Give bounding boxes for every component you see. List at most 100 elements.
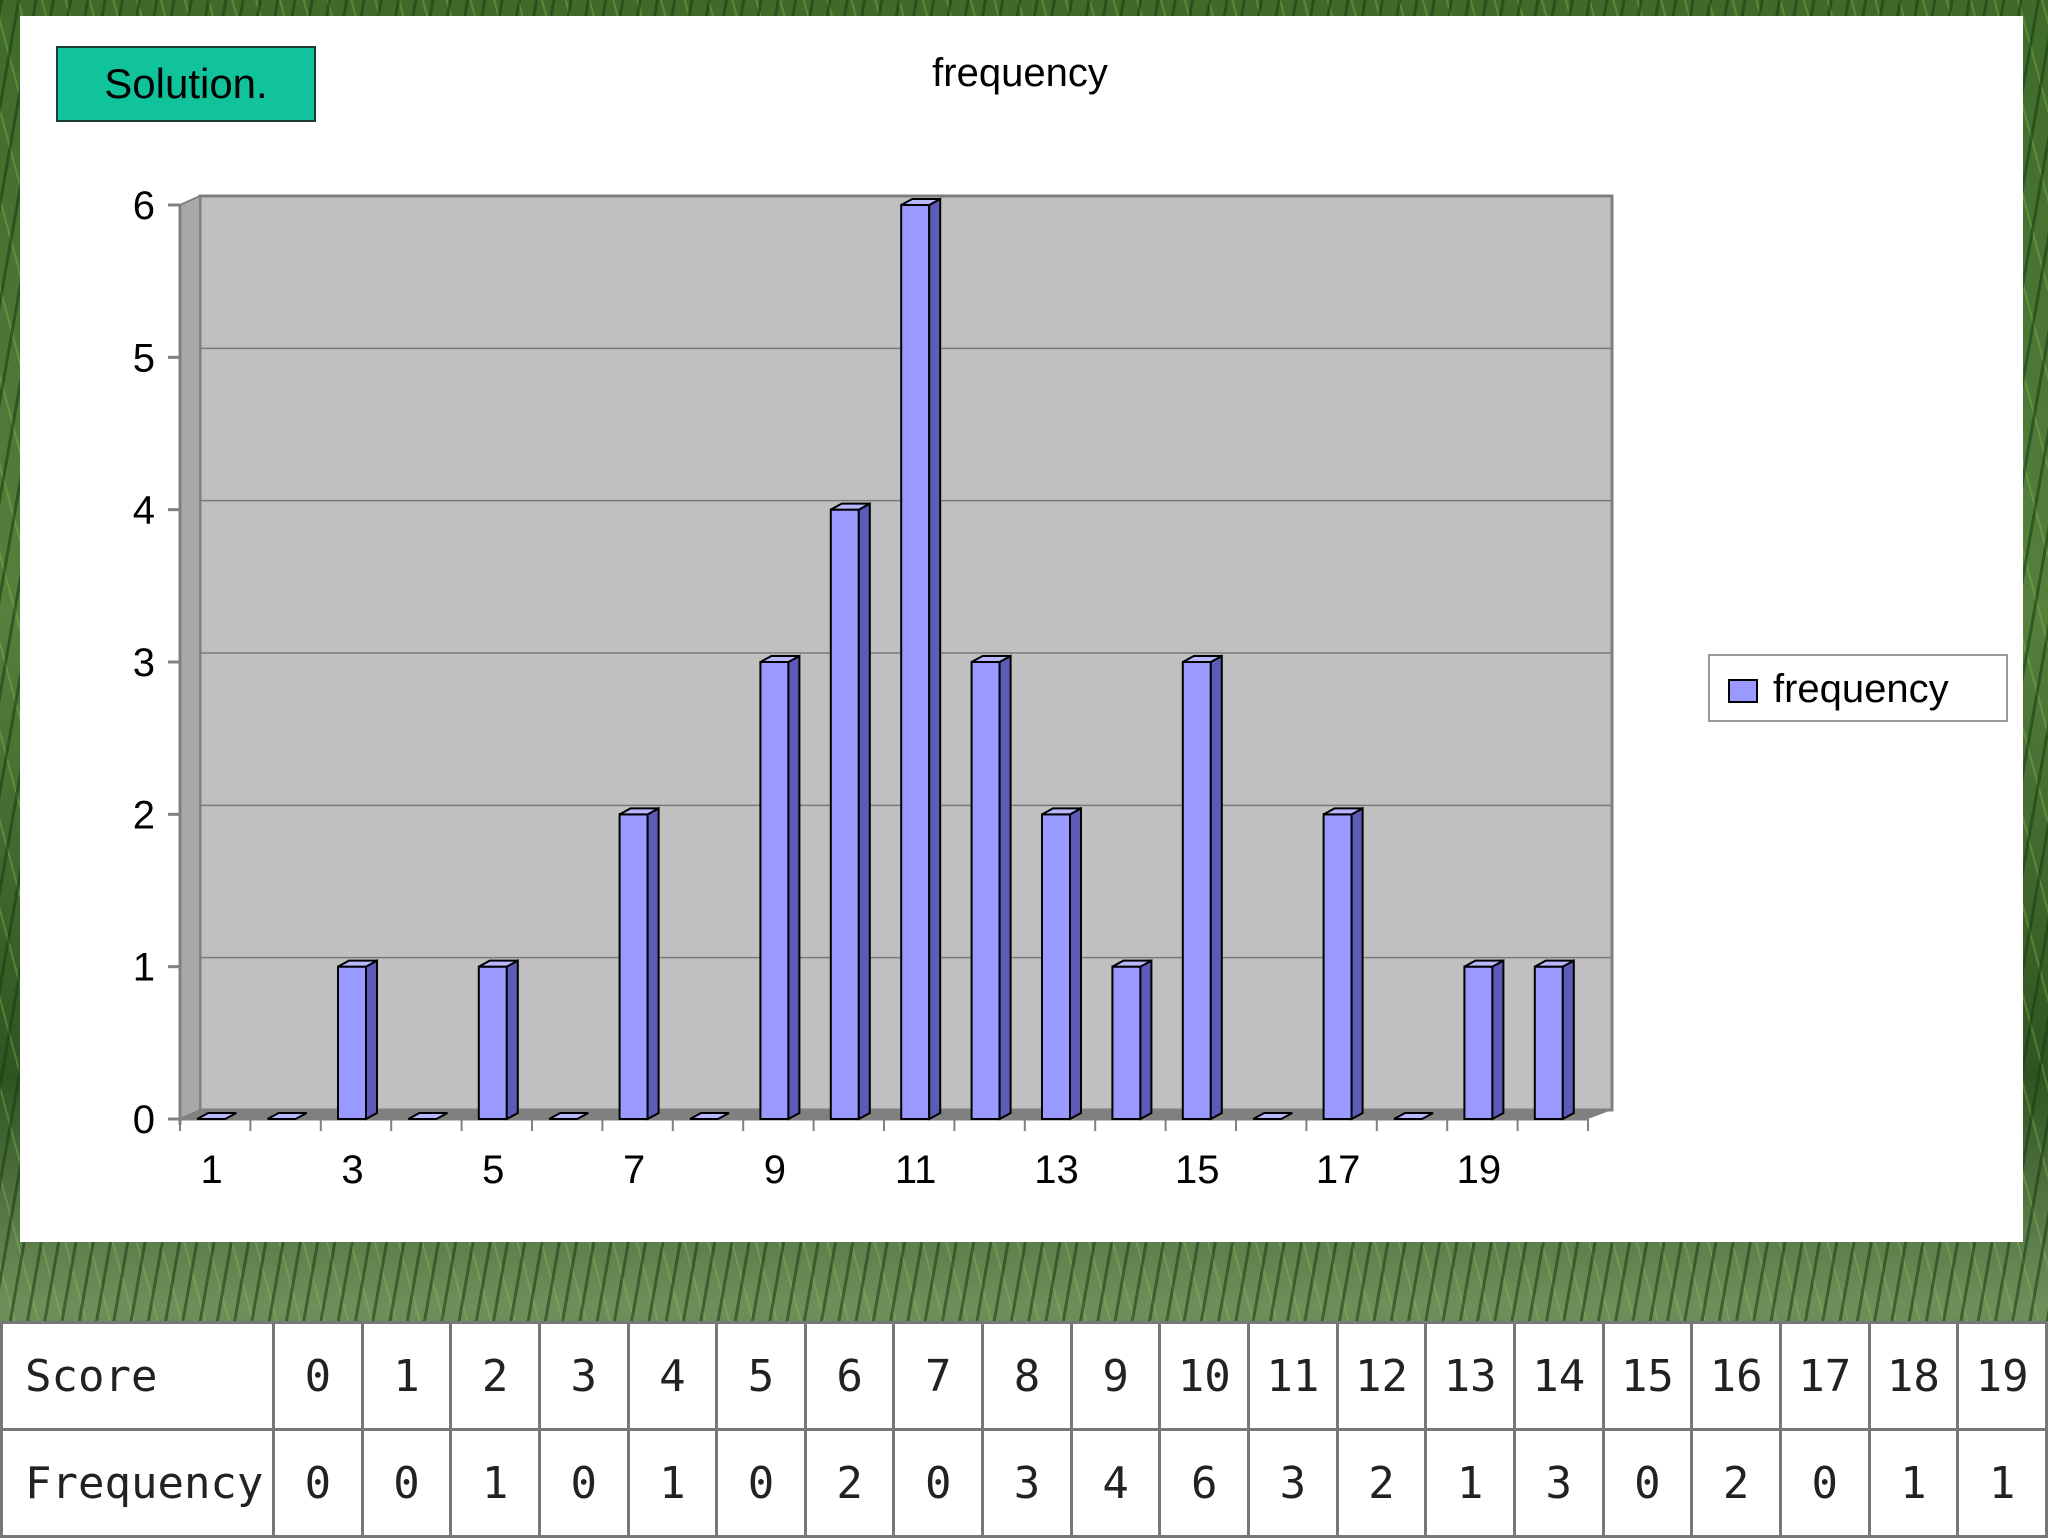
bar-top: [407, 1112, 448, 1120]
score-row: Score 0 1 2 3 4 5 6 7 8 9 10 11 12 13 14 15 16 17 18 19: [0, 1321, 2048, 1431]
y-tick-label: 5: [133, 336, 155, 380]
bar-top: [1323, 807, 1364, 816]
frequency-cell: 4: [1069, 1428, 1162, 1538]
score-cell: 0: [272, 1321, 364, 1431]
bar: [196, 1112, 237, 1120]
bar-top: [267, 1112, 308, 1120]
y-ticks: 0 1 2 3 4 5 6: [133, 184, 180, 1142]
bar-side: [505, 958, 519, 1121]
bar-top: [971, 655, 1012, 663]
solution-button[interactable]: Solution.: [56, 46, 316, 122]
bar-side: [1561, 958, 1575, 1121]
bar: [1181, 654, 1223, 1121]
y-tick-label: 4: [133, 489, 155, 533]
bar-top: [1111, 959, 1152, 968]
bar-front: [759, 661, 790, 1120]
x-tick-label: 17: [1316, 1148, 1361, 1192]
score-cell: 4: [626, 1321, 719, 1431]
bar-side: [1350, 806, 1364, 1121]
frequency-cell: 1: [1867, 1428, 1960, 1538]
frequency-cell: 0: [1601, 1428, 1694, 1538]
score-cell: 11: [1247, 1321, 1339, 1431]
bar-front: [1041, 813, 1071, 1120]
bar-side: [857, 501, 871, 1121]
score-cell: 14: [1512, 1321, 1605, 1431]
bar: [900, 197, 942, 1121]
bar: [477, 958, 519, 1121]
score-cell: 6: [803, 1321, 896, 1431]
bar: [1111, 958, 1153, 1121]
bar-top: [1393, 1112, 1434, 1120]
x-tick-label: 13: [1034, 1148, 1079, 1192]
frequency-cell: 0: [272, 1428, 364, 1538]
score-cell: 17: [1778, 1321, 1871, 1431]
frequency-cell: 2: [1690, 1428, 1782, 1538]
bar: [829, 501, 871, 1121]
x-tick-label: 3: [341, 1148, 363, 1192]
bar-top: [900, 198, 941, 206]
score-cell: 5: [715, 1321, 807, 1431]
bar-top: [759, 655, 800, 663]
y-tick-label: 6: [133, 184, 155, 228]
y-tick-label: 0: [133, 1098, 155, 1142]
bar-top: [1534, 959, 1575, 968]
bars: [196, 197, 1575, 1121]
bar-front: [900, 204, 931, 1120]
score-cell: 19: [1956, 1321, 2048, 1431]
bar-side: [1139, 958, 1153, 1121]
bar-side: [365, 958, 378, 1121]
score-cell: 12: [1335, 1321, 1428, 1431]
bar: [759, 654, 801, 1121]
frequency-cell: 0: [1778, 1428, 1871, 1538]
score-cell: 8: [981, 1321, 1073, 1431]
frequency-table: Score 0 1 2 3 4 5 6 7 8 9 10 11 12 13 14 15 16 17 18 19 Fre…: [0, 1321, 2048, 1538]
score-cell: 13: [1424, 1321, 1516, 1431]
x-tick-label: 11: [895, 1148, 937, 1192]
bar-front: [970, 661, 1001, 1120]
bar-side: [1209, 654, 1223, 1121]
frequency-cell: 3: [1512, 1428, 1605, 1538]
x-tick-label: 19: [1457, 1148, 1502, 1192]
bar: [337, 958, 378, 1121]
bar-top: [548, 1112, 589, 1120]
score-cell: 3: [537, 1321, 630, 1431]
bar-front: [829, 508, 860, 1120]
bar-top: [830, 502, 871, 511]
bar-side: [928, 197, 942, 1121]
x-ticks: 1 3 5 7 9 11 13 15 17 19: [179, 1119, 1589, 1192]
bar-front: [477, 965, 508, 1121]
bar-top: [478, 959, 519, 968]
bar-top: [196, 1112, 237, 1120]
bar: [689, 1112, 730, 1120]
x-tick-label: 5: [482, 1148, 504, 1192]
score-cell: 10: [1158, 1321, 1251, 1431]
bar: [1533, 958, 1575, 1121]
frequency-cell: 6: [1158, 1428, 1251, 1538]
bar-top: [1252, 1112, 1293, 1120]
score-cell: 15: [1601, 1321, 1694, 1431]
bar-top: [619, 807, 660, 816]
x-tick-label: 15: [1175, 1148, 1220, 1192]
legend-label: frequency: [1773, 667, 1949, 711]
bar-front: [1533, 965, 1564, 1121]
score-cell: 2: [449, 1321, 541, 1431]
bar-side: [787, 654, 801, 1121]
bar-top: [689, 1112, 730, 1120]
score-cell: 16: [1690, 1321, 1782, 1431]
bar: [1463, 958, 1505, 1121]
x-tick-label: 9: [764, 1148, 786, 1192]
bar-front: [618, 813, 649, 1120]
bar-side: [1491, 958, 1505, 1121]
score-cell: 9: [1069, 1321, 1162, 1431]
bar-top: [337, 959, 378, 968]
frequency-cell: 0: [715, 1428, 807, 1538]
legend-box: [1708, 654, 2008, 722]
bar: [1322, 806, 1364, 1121]
plot-floor: [180, 1110, 1612, 1119]
frequency-cell: 3: [1247, 1428, 1339, 1538]
bar: [618, 806, 660, 1121]
bar-side: [998, 654, 1012, 1121]
plot-side-wall: [179, 194, 201, 1121]
